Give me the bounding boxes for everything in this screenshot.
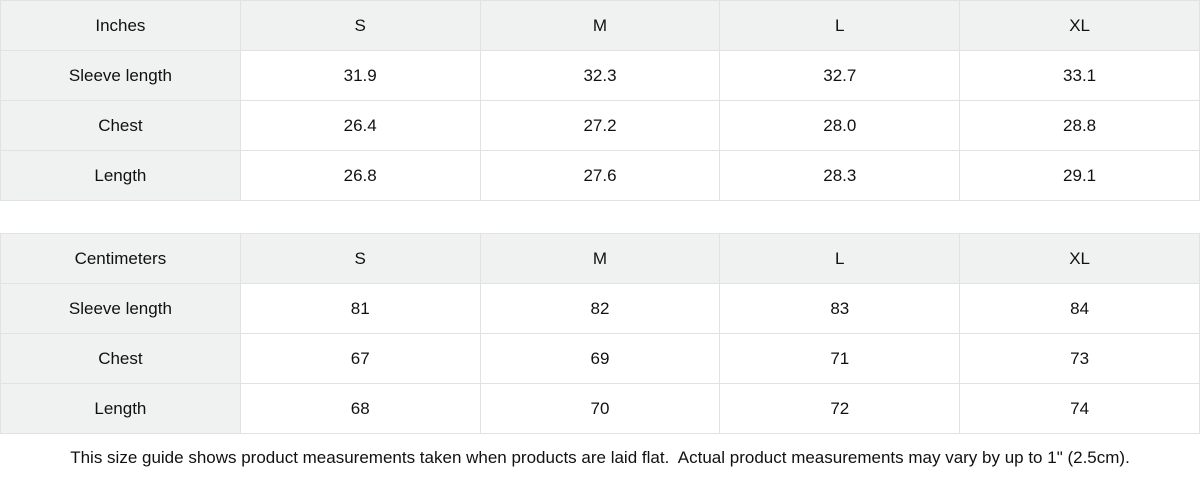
section-gap xyxy=(0,201,1200,233)
size-table-inches: Inches S M L XL Sleeve length 31.9 32.3 … xyxy=(0,0,1200,201)
measurement-cell: 27.6 xyxy=(479,150,721,201)
measurement-cell: 82 xyxy=(479,283,721,334)
measurement-cell: 68 xyxy=(239,383,481,434)
size-column-header-l: L xyxy=(719,0,961,51)
size-guide-note-bar: This size guide shows product measuremen… xyxy=(0,434,1200,482)
measurement-cell: 67 xyxy=(239,333,481,384)
row-label: Sleeve length xyxy=(0,283,241,334)
measurement-cell: 26.4 xyxy=(239,100,481,151)
size-column-header-xl: XL xyxy=(959,233,1200,284)
size-column-header-l: L xyxy=(719,233,961,284)
row-label: Chest xyxy=(0,333,241,384)
row-label: Length xyxy=(0,383,241,434)
measurement-cell: 71 xyxy=(719,333,961,384)
size-column-header-m: M xyxy=(479,233,721,284)
measurement-cell: 70 xyxy=(479,383,721,434)
table-row-chest: Chest 67 69 71 73 xyxy=(0,333,1200,384)
measurement-cell: 72 xyxy=(719,383,961,434)
size-column-header-s: S xyxy=(239,233,481,284)
table-row-sleeve-length: Sleeve length 81 82 83 84 xyxy=(0,283,1200,334)
measurement-cell: 81 xyxy=(239,283,481,334)
measurement-cell: 73 xyxy=(959,333,1200,384)
row-label: Chest xyxy=(0,100,241,151)
unit-header-cell: Inches xyxy=(0,0,241,51)
measurement-cell: 69 xyxy=(479,333,721,384)
centimeters-header-row: Centimeters S M L XL xyxy=(0,233,1200,284)
measurement-cell: 74 xyxy=(959,383,1200,434)
measurement-cell: 83 xyxy=(719,283,961,334)
measurement-cell: 27.2 xyxy=(479,100,721,151)
measurement-cell: 29.1 xyxy=(959,150,1200,201)
size-column-header-xl: XL xyxy=(959,0,1200,51)
measurement-cell: 32.3 xyxy=(479,50,721,101)
table-row-sleeve-length: Sleeve length 31.9 32.3 32.7 33.1 xyxy=(0,50,1200,101)
measurement-cell: 31.9 xyxy=(239,50,481,101)
size-table-centimeters: Centimeters S M L XL Sleeve length 81 82… xyxy=(0,233,1200,434)
table-row-length: Length 26.8 27.6 28.3 29.1 xyxy=(0,150,1200,201)
measurement-cell: 26.8 xyxy=(239,150,481,201)
inches-header-row: Inches S M L XL xyxy=(0,0,1200,51)
measurement-cell: 28.3 xyxy=(719,150,961,201)
row-label: Length xyxy=(0,150,241,201)
size-column-header-s: S xyxy=(239,0,481,51)
size-guide-note: This size guide shows product measuremen… xyxy=(70,448,1130,467)
measurement-cell: 84 xyxy=(959,283,1200,334)
measurement-cell: 28.8 xyxy=(959,100,1200,151)
measurement-cell: 32.7 xyxy=(719,50,961,101)
table-row-length: Length 68 70 72 74 xyxy=(0,383,1200,434)
table-row-chest: Chest 26.4 27.2 28.0 28.8 xyxy=(0,100,1200,151)
measurement-cell: 33.1 xyxy=(959,50,1200,101)
size-column-header-m: M xyxy=(479,0,721,51)
row-label: Sleeve length xyxy=(0,50,241,101)
measurement-cell: 28.0 xyxy=(719,100,961,151)
unit-header-cell: Centimeters xyxy=(0,233,241,284)
